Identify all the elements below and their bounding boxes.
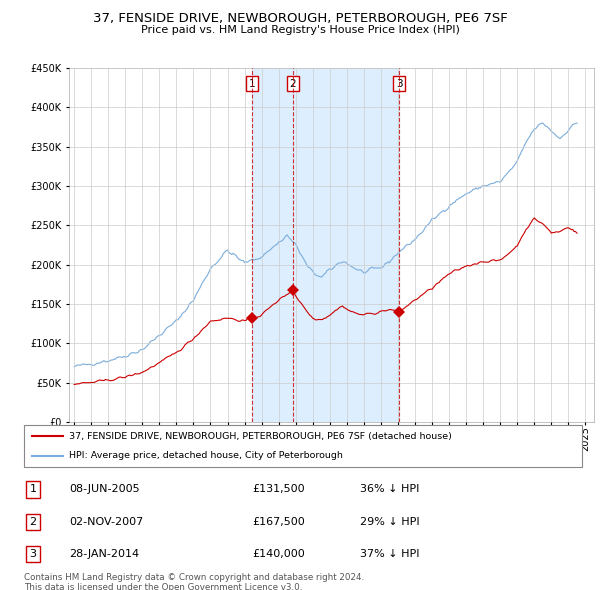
- Text: Contains HM Land Registry data © Crown copyright and database right 2024.: Contains HM Land Registry data © Crown c…: [24, 573, 364, 582]
- Text: £167,500: £167,500: [252, 517, 305, 527]
- Text: 3: 3: [29, 549, 37, 559]
- Text: £140,000: £140,000: [252, 549, 305, 559]
- Text: Price paid vs. HM Land Registry's House Price Index (HPI): Price paid vs. HM Land Registry's House …: [140, 25, 460, 35]
- Text: 08-JUN-2005: 08-JUN-2005: [69, 484, 140, 494]
- Text: 2: 2: [289, 78, 296, 88]
- Text: £131,500: £131,500: [252, 484, 305, 494]
- Text: 37, FENSIDE DRIVE, NEWBOROUGH, PETERBOROUGH, PE6 7SF (detached house): 37, FENSIDE DRIVE, NEWBOROUGH, PETERBORO…: [68, 432, 452, 441]
- Bar: [252, 68, 399, 422]
- Text: 29% ↓ HPI: 29% ↓ HPI: [360, 517, 419, 527]
- Text: 2: 2: [29, 517, 37, 527]
- Text: HPI: Average price, detached house, City of Peterborough: HPI: Average price, detached house, City…: [68, 451, 343, 460]
- Text: 28-JAN-2014: 28-JAN-2014: [69, 549, 139, 559]
- Text: 37, FENSIDE DRIVE, NEWBOROUGH, PETERBOROUGH, PE6 7SF: 37, FENSIDE DRIVE, NEWBOROUGH, PETERBORO…: [92, 12, 508, 25]
- Text: 1: 1: [29, 484, 37, 494]
- Text: 36% ↓ HPI: 36% ↓ HPI: [360, 484, 419, 494]
- Text: This data is licensed under the Open Government Licence v3.0.: This data is licensed under the Open Gov…: [24, 583, 302, 590]
- FancyBboxPatch shape: [24, 425, 582, 467]
- Text: 1: 1: [249, 78, 256, 88]
- Text: 37% ↓ HPI: 37% ↓ HPI: [360, 549, 419, 559]
- Text: 02-NOV-2007: 02-NOV-2007: [69, 517, 143, 527]
- Text: 3: 3: [396, 78, 403, 88]
